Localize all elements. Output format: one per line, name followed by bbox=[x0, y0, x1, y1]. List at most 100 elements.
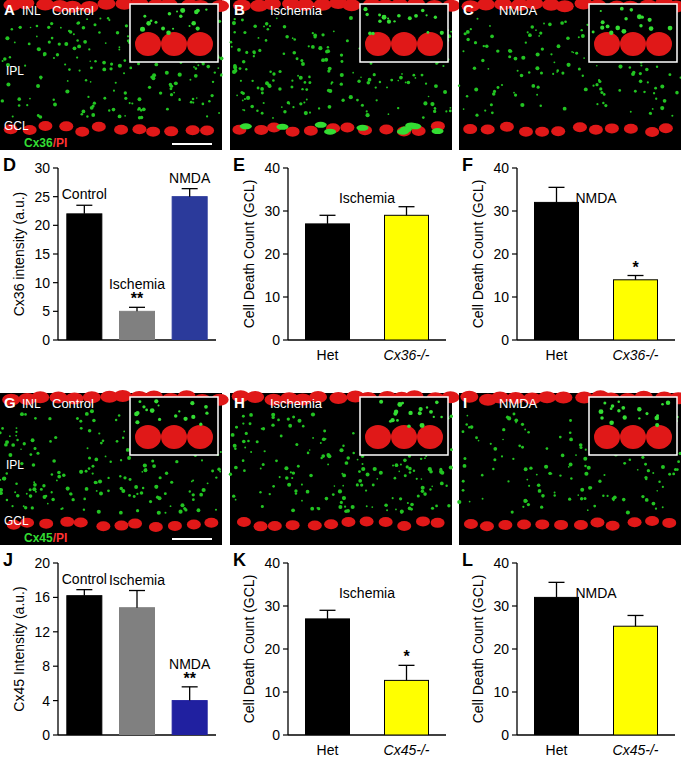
error-bar bbox=[182, 189, 198, 197]
puncta bbox=[679, 452, 681, 455]
inset-puncta bbox=[205, 412, 208, 415]
y-tick bbox=[283, 210, 288, 211]
puncta bbox=[379, 471, 383, 475]
gcl-nucleus bbox=[128, 519, 142, 529]
puncta bbox=[295, 492, 297, 494]
gcl-nucleus bbox=[237, 517, 251, 527]
puncta bbox=[520, 103, 524, 107]
puncta bbox=[123, 431, 125, 433]
puncta bbox=[421, 74, 424, 77]
puncta bbox=[468, 426, 470, 428]
puncta bbox=[253, 24, 257, 28]
layer-label: INL bbox=[22, 4, 41, 18]
puncta bbox=[661, 465, 665, 469]
puncta bbox=[317, 507, 320, 510]
puncta bbox=[76, 417, 79, 420]
error-cap bbox=[129, 590, 145, 591]
puncta bbox=[90, 66, 93, 69]
chart-title: Ischemia bbox=[339, 190, 395, 206]
puncta bbox=[512, 458, 514, 460]
puncta bbox=[92, 472, 94, 474]
y-axis bbox=[57, 563, 58, 735]
puncta bbox=[109, 67, 112, 70]
gcl-nucleus bbox=[573, 122, 587, 132]
puncta bbox=[109, 461, 111, 463]
puncta bbox=[388, 113, 390, 115]
puncta bbox=[340, 53, 343, 56]
puncta bbox=[379, 81, 381, 83]
puncta bbox=[553, 61, 555, 63]
gcl-nucleus bbox=[628, 517, 642, 527]
puncta bbox=[447, 504, 450, 507]
puncta bbox=[249, 422, 252, 425]
puncta bbox=[6, 82, 10, 86]
puncta bbox=[644, 91, 646, 93]
puncta bbox=[9, 435, 11, 437]
puncta bbox=[645, 498, 649, 502]
significance: ** bbox=[183, 670, 196, 687]
puncta bbox=[449, 109, 452, 112]
puncta bbox=[375, 86, 377, 88]
puncta bbox=[287, 101, 290, 104]
layer-label: INL bbox=[22, 397, 41, 411]
gcl-nucleus bbox=[324, 519, 338, 529]
puncta bbox=[290, 86, 293, 89]
puncta bbox=[306, 99, 308, 101]
puncta bbox=[302, 425, 305, 428]
puncta bbox=[229, 473, 232, 476]
puncta bbox=[51, 37, 54, 40]
puncta bbox=[39, 115, 42, 118]
x-tick-label: Cx36-/- bbox=[613, 347, 659, 363]
puncta bbox=[603, 474, 605, 476]
puncta bbox=[306, 490, 310, 494]
puncta bbox=[115, 82, 117, 84]
puncta bbox=[457, 500, 461, 504]
gcl-nucleus bbox=[132, 124, 146, 134]
inset-puncta bbox=[617, 409, 620, 412]
puncta bbox=[119, 475, 121, 477]
puncta bbox=[349, 95, 353, 99]
bar-chart: ECell Death Count (GCL)010203040Ischemia… bbox=[233, 155, 446, 363]
puncta bbox=[613, 499, 615, 501]
puncta bbox=[524, 429, 526, 431]
error-stem bbox=[556, 582, 557, 597]
error-cap bbox=[320, 610, 336, 611]
puncta bbox=[327, 463, 329, 465]
puncta bbox=[675, 91, 679, 95]
puncta bbox=[470, 28, 472, 30]
y-tick-label: 8 bbox=[42, 658, 50, 674]
inset-puncta bbox=[407, 424, 411, 428]
puncta bbox=[269, 70, 272, 73]
y-tick-label: 20 bbox=[493, 246, 509, 262]
puncta bbox=[322, 437, 326, 441]
y-tick bbox=[512, 691, 517, 692]
puncta bbox=[643, 91, 645, 93]
puncta bbox=[15, 482, 18, 485]
puncta bbox=[536, 94, 538, 96]
bar bbox=[385, 680, 429, 735]
puncta bbox=[206, 65, 210, 69]
puncta bbox=[40, 78, 42, 80]
puncta bbox=[250, 105, 254, 109]
significance: * bbox=[632, 259, 639, 276]
puncta bbox=[578, 68, 581, 71]
puncta bbox=[584, 497, 587, 500]
inset-puncta bbox=[433, 416, 435, 418]
panel-title: NMDA bbox=[499, 3, 538, 18]
panel-letter: J bbox=[3, 550, 13, 570]
puncta bbox=[371, 506, 373, 508]
puncta bbox=[249, 413, 253, 417]
gcl-nucleus bbox=[149, 522, 163, 532]
inset-puncta bbox=[387, 17, 389, 19]
puncta bbox=[90, 81, 92, 83]
y-tick bbox=[53, 562, 58, 563]
puncta bbox=[311, 45, 315, 49]
puncta bbox=[220, 57, 224, 61]
image-panel: BIschemia bbox=[230, 0, 461, 150]
puncta bbox=[76, 57, 78, 59]
puncta bbox=[12, 115, 14, 117]
puncta bbox=[592, 85, 594, 87]
puncta bbox=[637, 469, 639, 471]
puncta bbox=[9, 56, 11, 58]
puncta bbox=[129, 102, 131, 104]
